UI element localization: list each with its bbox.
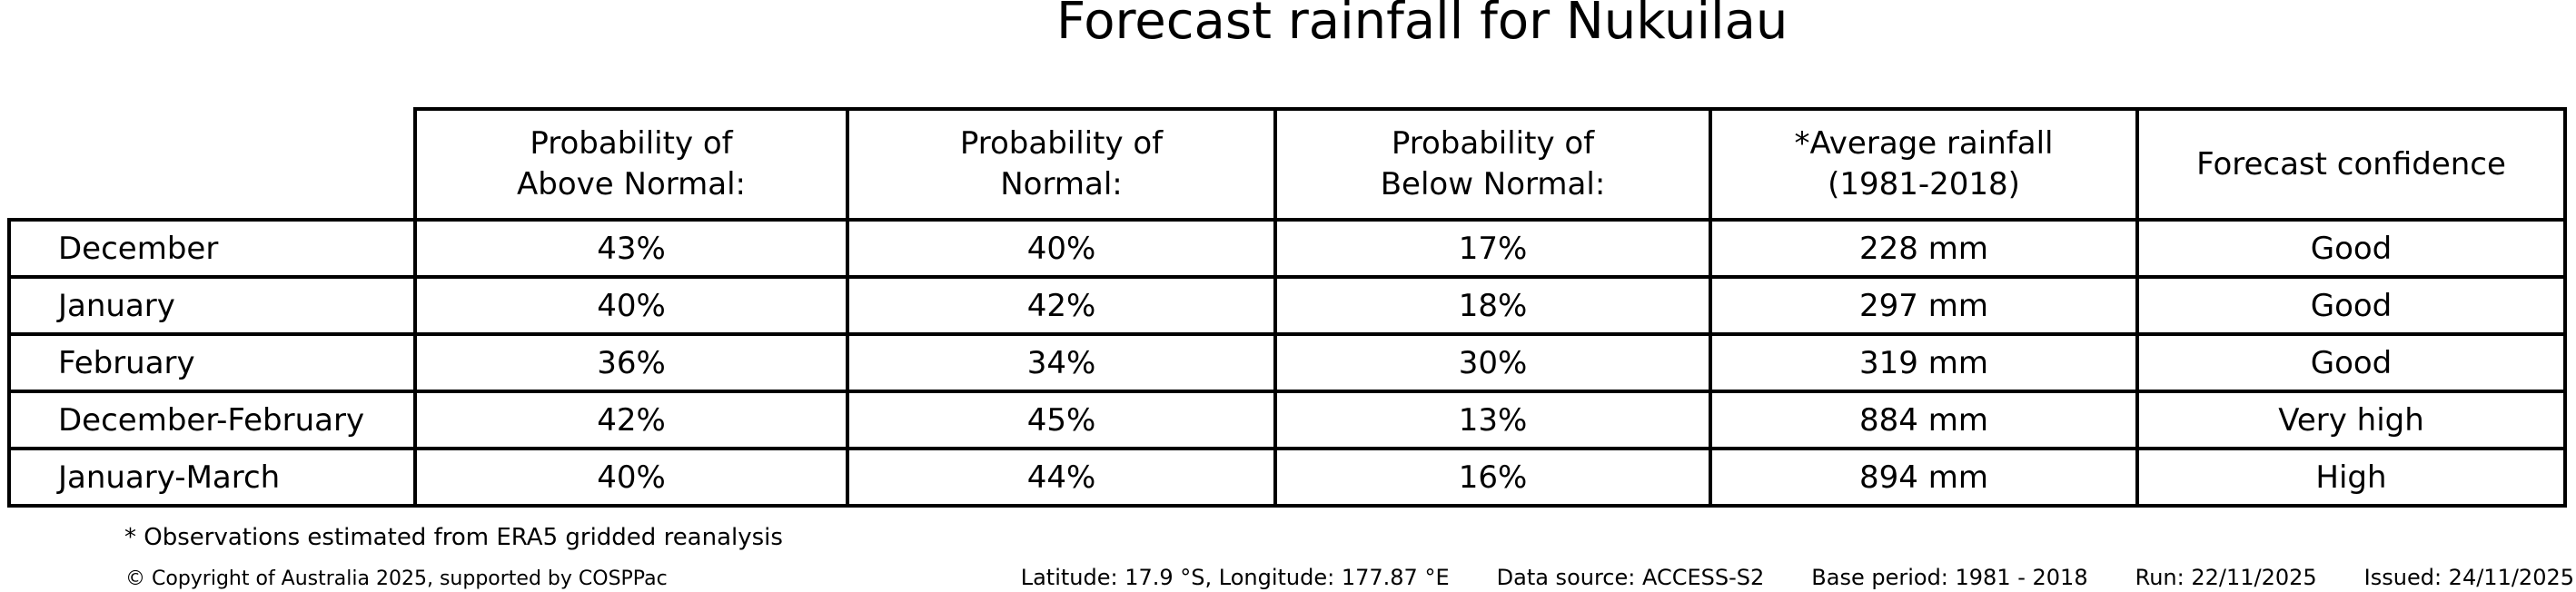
header-line: Probability of bbox=[530, 125, 733, 162]
header-line: Normal: bbox=[1000, 166, 1123, 202]
cell-below-normal: 17% bbox=[1273, 218, 1712, 279]
metadata-line: Latitude: 17.9 °S, Longitude: 177.87 °E … bbox=[1021, 565, 2574, 590]
row-label: December-February bbox=[7, 390, 417, 450]
cell-normal: 34% bbox=[846, 332, 1277, 393]
page-title: Forecast rainfall for Nukuilau bbox=[1056, 0, 1788, 51]
header-average-rainfall: *Average rainfall (1981-2018) bbox=[1709, 107, 2139, 222]
cell-above-normal: 40% bbox=[413, 447, 849, 508]
table-row-december: December 43% 40% 17% 228 mm Good bbox=[7, 218, 2567, 279]
row-label: February bbox=[7, 332, 417, 393]
cell-normal: 42% bbox=[846, 275, 1277, 336]
run-date-label: Run: 22/11/2025 bbox=[2135, 565, 2317, 590]
lat-long-label: Latitude: 17.9 °S, Longitude: 177.87 °E bbox=[1020, 565, 1450, 590]
cell-average-rainfall: 884 mm bbox=[1709, 390, 2139, 450]
cell-above-normal: 40% bbox=[413, 275, 849, 336]
header-line: (1981-2018) bbox=[1828, 166, 2020, 202]
cell-above-normal: 42% bbox=[413, 390, 849, 450]
header-line: Forecast confidence bbox=[2196, 145, 2506, 183]
cell-confidence: Good bbox=[2135, 275, 2567, 336]
base-period-label: Base period: 1981 - 2018 bbox=[1811, 565, 2088, 590]
data-source-label: Data source: ACCESS-S2 bbox=[1496, 565, 1765, 590]
row-label: December bbox=[7, 218, 417, 279]
cell-below-normal: 16% bbox=[1273, 447, 1712, 508]
table-row-january: January 40% 42% 18% 297 mm Good bbox=[7, 275, 2567, 336]
header-prob-normal: Probability of Normal: bbox=[846, 107, 1277, 222]
header-forecast-confidence: Forecast confidence bbox=[2135, 107, 2567, 222]
era5-footnote: * Observations estimated from ERA5 gridd… bbox=[124, 524, 783, 551]
cell-confidence: Good bbox=[2135, 218, 2567, 279]
table-row-december-february: December-February 42% 45% 13% 884 mm Ver… bbox=[7, 390, 2567, 450]
cell-above-normal: 43% bbox=[413, 218, 849, 279]
cell-above-normal: 36% bbox=[413, 332, 849, 393]
row-label: January bbox=[7, 275, 417, 336]
cell-average-rainfall: 297 mm bbox=[1709, 275, 2139, 336]
table-row-january-march: January-March 40% 44% 16% 894 mm High bbox=[7, 447, 2567, 508]
header-prob-above-normal: Probability of Above Normal: bbox=[413, 107, 849, 222]
cell-below-normal: 13% bbox=[1273, 390, 1712, 450]
cell-confidence: High bbox=[2135, 447, 2567, 508]
header-prob-below-normal: Probability of Below Normal: bbox=[1273, 107, 1712, 222]
cell-below-normal: 30% bbox=[1273, 332, 1712, 393]
cell-confidence: Good bbox=[2135, 332, 2567, 393]
forecast-table: Probability of Above Normal: Probability… bbox=[7, 107, 2567, 508]
table-header-row: Probability of Above Normal: Probability… bbox=[9, 107, 2567, 222]
cell-below-normal: 18% bbox=[1273, 275, 1712, 336]
header-line: *Average rainfall bbox=[1794, 125, 2054, 162]
row-label: January-March bbox=[7, 447, 417, 508]
cell-average-rainfall: 228 mm bbox=[1709, 218, 2139, 279]
header-corner-empty bbox=[9, 109, 415, 220]
cell-normal: 40% bbox=[846, 218, 1277, 279]
header-line: Below Normal: bbox=[1380, 166, 1606, 202]
header-line: Probability of bbox=[1391, 125, 1595, 162]
cell-average-rainfall: 894 mm bbox=[1709, 447, 2139, 508]
table-row-february: February 36% 34% 30% 319 mm Good bbox=[7, 332, 2567, 393]
cell-normal: 44% bbox=[846, 447, 1277, 508]
cell-confidence: Very high bbox=[2135, 390, 2567, 450]
issued-date-label: Issued: 24/11/2025 bbox=[2363, 565, 2574, 590]
cell-normal: 45% bbox=[846, 390, 1277, 450]
cell-average-rainfall: 319 mm bbox=[1709, 332, 2139, 393]
header-line: Above Normal: bbox=[517, 166, 746, 202]
copyright-notice: © Copyright of Australia 2025, supported… bbox=[125, 567, 668, 590]
header-line: Probability of bbox=[959, 125, 1164, 162]
